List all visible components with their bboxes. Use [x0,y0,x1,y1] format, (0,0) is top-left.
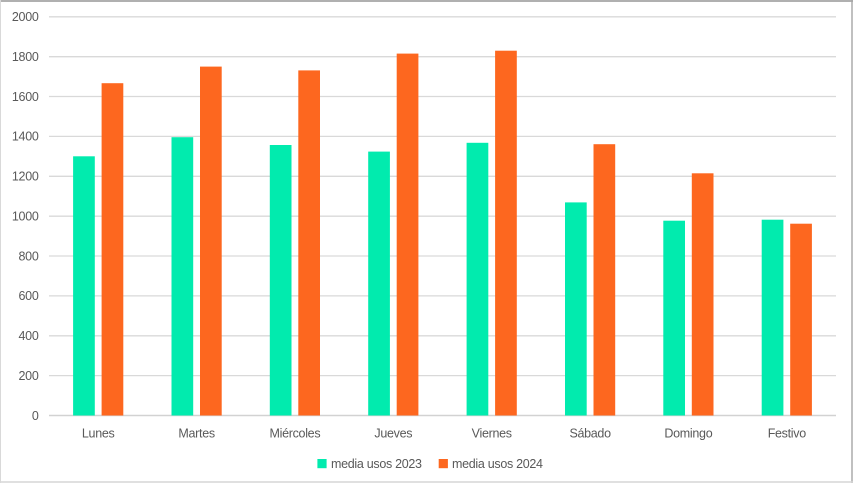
svg-text:1400: 1400 [12,130,39,144]
svg-text:Viernes: Viernes [472,427,512,441]
svg-text:media usos 2023: media usos 2023 [331,457,422,471]
svg-text:1200: 1200 [12,170,39,184]
svg-text:Miércoles: Miércoles [270,427,321,441]
svg-text:1000: 1000 [12,210,39,224]
svg-text:Sábado: Sábado [569,427,611,441]
svg-text:Jueves: Jueves [374,427,412,441]
svg-text:200: 200 [19,369,39,383]
svg-text:1600: 1600 [12,90,39,104]
svg-text:1800: 1800 [12,50,39,64]
svg-text:Domingo: Domingo [664,427,712,441]
svg-text:Festivo: Festivo [768,427,807,441]
svg-text:Lunes: Lunes [82,427,115,441]
svg-text:0: 0 [32,409,39,423]
svg-text:media usos 2024: media usos 2024 [452,457,543,471]
svg-text:2000: 2000 [12,10,39,24]
svg-text:400: 400 [19,329,39,343]
svg-text:800: 800 [19,249,39,263]
svg-text:Martes: Martes [178,427,214,441]
svg-text:600: 600 [19,289,39,303]
